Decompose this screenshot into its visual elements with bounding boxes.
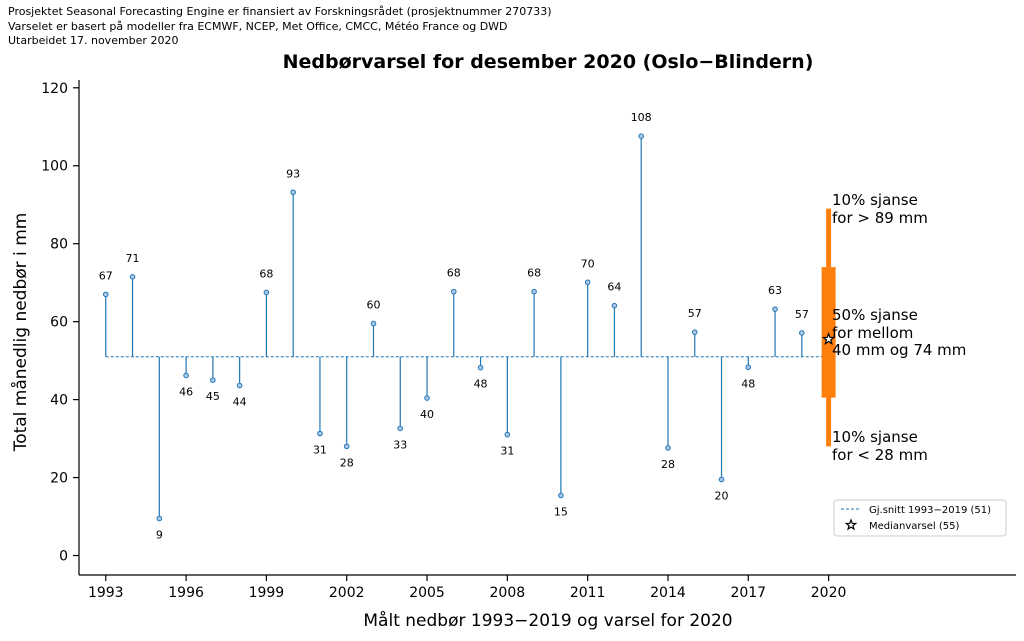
- y-tick-label: 100: [41, 159, 68, 175]
- annotation-middle-line3: 40 mm og 74 mm: [832, 341, 966, 359]
- annotation-lower-line2: for < 28 mm: [832, 446, 928, 464]
- annotation-upper-line1: 10% sjanse: [832, 191, 918, 209]
- stem-marker-1999: [263, 289, 270, 296]
- annotation-lower: 10% sjanse for < 28 mm: [832, 428, 928, 464]
- value-label-2005: 40: [420, 408, 434, 421]
- value-label-2013: 108: [631, 111, 652, 124]
- legend-median-label: Medianvarsel (55): [869, 521, 959, 532]
- stem-marker-2013: [638, 133, 645, 139]
- stem-marker-2011: [584, 279, 591, 286]
- y-tick-label: 60: [50, 315, 68, 331]
- value-label-1995: 9: [156, 528, 163, 541]
- stem-marker-2005: [424, 395, 430, 401]
- value-label-2001: 31: [313, 444, 327, 457]
- x-axis-label: Målt nedbør 1993−2019 og varsel for 2020: [363, 610, 732, 631]
- stem-marker-2002: [343, 443, 350, 450]
- x-tick-label: 2008: [490, 585, 526, 601]
- value-label-2004: 33: [393, 438, 407, 451]
- stem-marker-2016: [718, 476, 725, 483]
- stem-marker-2019: [799, 330, 805, 336]
- value-label-1996: 46: [179, 385, 193, 398]
- value-label-2012: 64: [607, 281, 621, 294]
- value-label-2011: 70: [581, 257, 595, 270]
- value-label-2015: 57: [688, 307, 702, 320]
- value-label-2006: 68: [447, 267, 461, 280]
- stem-marker-1994: [129, 274, 136, 280]
- value-label-2002: 28: [340, 456, 354, 469]
- annotation-middle-line2: for mellom: [832, 324, 913, 342]
- stem-marker-1993: [102, 291, 109, 298]
- credits-block: Prosjektet Seasonal Forecasting Engine e…: [8, 5, 552, 49]
- value-label-2008: 31: [500, 445, 514, 458]
- y-tick-label: 0: [59, 549, 68, 565]
- stem-marker-2000: [290, 189, 296, 196]
- value-label-2018: 63: [768, 284, 782, 297]
- stem-marker-2008: [504, 431, 511, 438]
- stem-marker-2010: [558, 492, 564, 499]
- credit-line-funding: Prosjektet Seasonal Forecasting Engine e…: [8, 5, 552, 18]
- value-label-2014: 28: [661, 458, 675, 471]
- legend: Gj.snitt 1993−2019 (51) Medianvarsel (55…: [833, 499, 1007, 537]
- annotation-middle: 50% sjanse for mellom 40 mm og 74 mm: [832, 306, 966, 359]
- x-tick-label: 2017: [730, 585, 766, 601]
- chart-title: Nedbørvarsel for desember 2020 (Oslo−Bli…: [283, 51, 814, 73]
- y-axis-label: Total månedlig nedbør i mm: [10, 213, 31, 453]
- value-label-2010: 15: [554, 505, 568, 518]
- y-tick-label: 80: [50, 237, 68, 253]
- value-label-1997: 45: [206, 390, 220, 403]
- stem-marker-2018: [772, 306, 778, 312]
- stem-marker-2017: [745, 364, 752, 371]
- x-tick-label: 2002: [329, 585, 365, 601]
- legend-box: [833, 499, 1007, 537]
- value-label-2000: 93: [286, 167, 300, 180]
- annotation-upper: 10% sjanse for > 89 mm: [832, 191, 928, 227]
- x-tick-label: 2011: [570, 585, 606, 601]
- legend-star-icon: [844, 518, 858, 531]
- legend-baseline-label: Gj.snitt 1993−2019 (51): [869, 505, 991, 516]
- x-tick-label: 1996: [168, 585, 204, 601]
- stem-marker-1998: [236, 382, 243, 389]
- y-tick-label: 20: [50, 471, 68, 487]
- stem-marker-2001: [317, 430, 323, 437]
- stem-marker-1995: [156, 515, 163, 522]
- stem-marker-2012: [611, 302, 618, 309]
- annotation-lower-line1: 10% sjanse: [832, 428, 918, 446]
- x-tick-label: 1999: [249, 585, 285, 601]
- value-label-1999: 68: [259, 267, 273, 280]
- x-tick-label: 1993: [88, 585, 124, 601]
- credit-line-models: Varselet er basert på modeller fra ECMWF…: [8, 19, 508, 33]
- stem-marker-2004: [397, 425, 404, 432]
- value-label-2017: 48: [741, 377, 755, 390]
- stem-marker-2014: [665, 445, 671, 451]
- stem-marker-2003: [370, 320, 377, 327]
- y-tick-label: 120: [41, 81, 68, 97]
- value-label-2019: 57: [795, 308, 809, 321]
- value-label-1998: 44: [233, 396, 247, 409]
- stem-marker-2009: [531, 288, 537, 295]
- y-tick-label: 40: [50, 393, 68, 409]
- stem-marker-2006: [451, 288, 457, 295]
- annotation-upper-line2: for > 89 mm: [832, 209, 928, 227]
- stem-marker-1997: [210, 377, 216, 383]
- value-label-2003: 60: [366, 299, 380, 312]
- stem-marker-2007: [477, 364, 484, 371]
- credit-line-date: Utarbeidet 17. november 2020: [8, 34, 179, 47]
- value-label-2016: 20: [715, 490, 729, 503]
- value-label-1994: 71: [126, 252, 140, 265]
- stem-marker-1996: [183, 372, 189, 379]
- value-label-1993: 67: [99, 269, 113, 282]
- x-tick-label: 2014: [650, 585, 686, 601]
- stem-marker-2015: [691, 329, 698, 335]
- value-label-2009: 68: [527, 267, 541, 280]
- x-tick-label: 2020: [811, 585, 847, 601]
- x-tick-label: 2005: [409, 585, 445, 601]
- value-label-2007: 48: [474, 378, 488, 391]
- forecast-median-star-icon: [821, 331, 836, 346]
- annotation-middle-line1: 50% sjanse: [832, 306, 918, 324]
